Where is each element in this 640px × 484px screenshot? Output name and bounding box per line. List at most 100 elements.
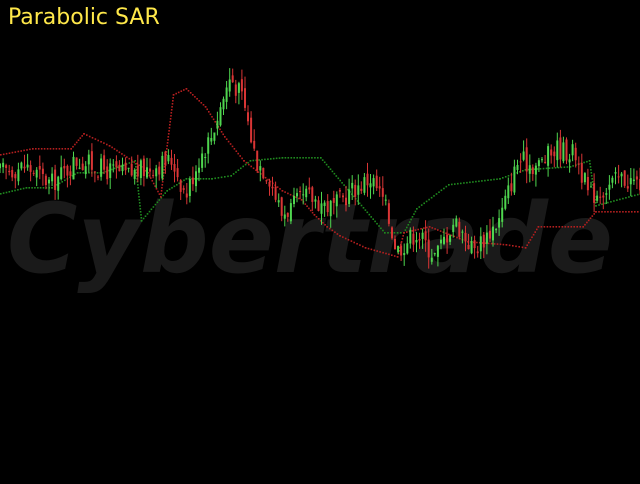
sar-dot-above [376,250,378,252]
candle-body-down [149,169,151,172]
sar-dot-below [382,230,384,232]
candle-body-down [419,239,421,240]
sar-dot-below [261,159,263,161]
sar-dot-above [114,148,116,150]
sar-dot-below [143,218,145,220]
candle-body-up [17,169,19,181]
candle-body-up [492,227,494,241]
candle-body-down [379,186,381,188]
sar-dot-below [384,232,386,234]
candle-body-down [158,167,160,175]
sar-dot-above [44,148,46,150]
sar-dot-below [428,199,430,201]
sar-dot-above [448,234,450,236]
sar-dot-above [559,226,561,228]
sar-dot-below [163,195,165,197]
candle-body-down [54,170,56,190]
candle-body-down [308,187,310,189]
sar-dot-below [387,232,389,234]
sar-dot-below [245,164,247,166]
sar-dot-above [573,226,575,228]
candle-body-down [627,186,629,188]
sar-dot-below [311,157,313,159]
sar-dot-above [175,93,177,95]
candle-body-down [428,240,430,258]
sar-dot-above [237,153,239,155]
sar-dot-below [11,190,13,192]
sar-dot-below [302,157,304,159]
sar-dot-above [279,188,281,190]
sar-dot-above [170,118,172,120]
sar-dot-below [431,197,433,199]
candle-body-up [167,155,169,161]
sar-dot-below [141,217,143,219]
sar-dot-above [178,92,180,94]
sar-dot-below [380,228,382,230]
sar-dot-below [591,178,593,180]
sar-dot-above [157,191,159,193]
candle-body-up [370,183,372,187]
sar-dot-above [494,243,496,245]
sar-dot-below [230,175,232,177]
candle-body-up [584,173,586,182]
sar-dot-above [56,148,58,150]
sar-dot-below [151,209,153,211]
candle-body-up [431,258,433,262]
sar-dot-below [598,204,600,206]
sar-dot-above [593,213,595,215]
sar-dot-above [124,155,126,157]
sar-dot-above [234,148,236,150]
sar-dot-above [547,226,549,228]
sar-dot-above [282,190,284,192]
candle-body-up [302,194,304,195]
candle-body-down [489,231,491,239]
sar-dot-above [385,253,387,255]
sar-dot-above [397,256,399,258]
sar-dot-above [161,187,163,189]
candle-body-down [360,189,362,191]
sar-dot-below [141,220,143,222]
candle-body-up [79,168,81,169]
sar-dot-below [305,157,307,159]
candle-body-down [250,118,252,143]
sar-dot-below [138,196,140,198]
candle-body-up [0,164,1,168]
sar-dot-below [218,177,220,179]
candle-body-down [256,151,258,171]
candle-body-down [553,152,555,157]
sar-dot-below [9,191,11,193]
candle-body-up [88,155,90,165]
candle-body-down [14,174,16,178]
sar-dot-below [164,192,166,194]
candle-body-down [177,168,179,177]
sar-dot-above [153,183,155,185]
candle-body-down [241,79,243,91]
sar-dot-above [634,211,636,213]
candle-body-up [27,165,29,168]
candle-body-up [409,230,411,244]
sar-dot-above [80,137,82,139]
candle-body-up [406,243,408,253]
sar-dot-above [162,181,164,183]
sar-dot-above [100,141,102,143]
sar-dot-above [126,156,128,158]
sar-dot-below [159,199,161,201]
sar-dot-below [171,187,173,189]
sar-dot-below [186,178,188,180]
sar-dot-above [518,246,520,248]
candle-body-up [504,196,506,209]
sar-dot-below [433,195,435,197]
candle-body-up [109,163,111,178]
sar-dot-above [403,232,405,234]
sar-dot-above [35,148,37,150]
sar-dot-below [591,175,593,177]
sar-dot-above [81,135,83,137]
sar-dot-below [276,158,278,160]
sar-dot-below [592,181,594,183]
sar-dot-below [51,187,53,189]
sar-dot-below [139,205,141,207]
sar-dot-below [549,167,551,169]
sar-dot-above [610,211,612,213]
sar-dot-above [590,217,592,219]
sar-dot-above [248,164,250,166]
